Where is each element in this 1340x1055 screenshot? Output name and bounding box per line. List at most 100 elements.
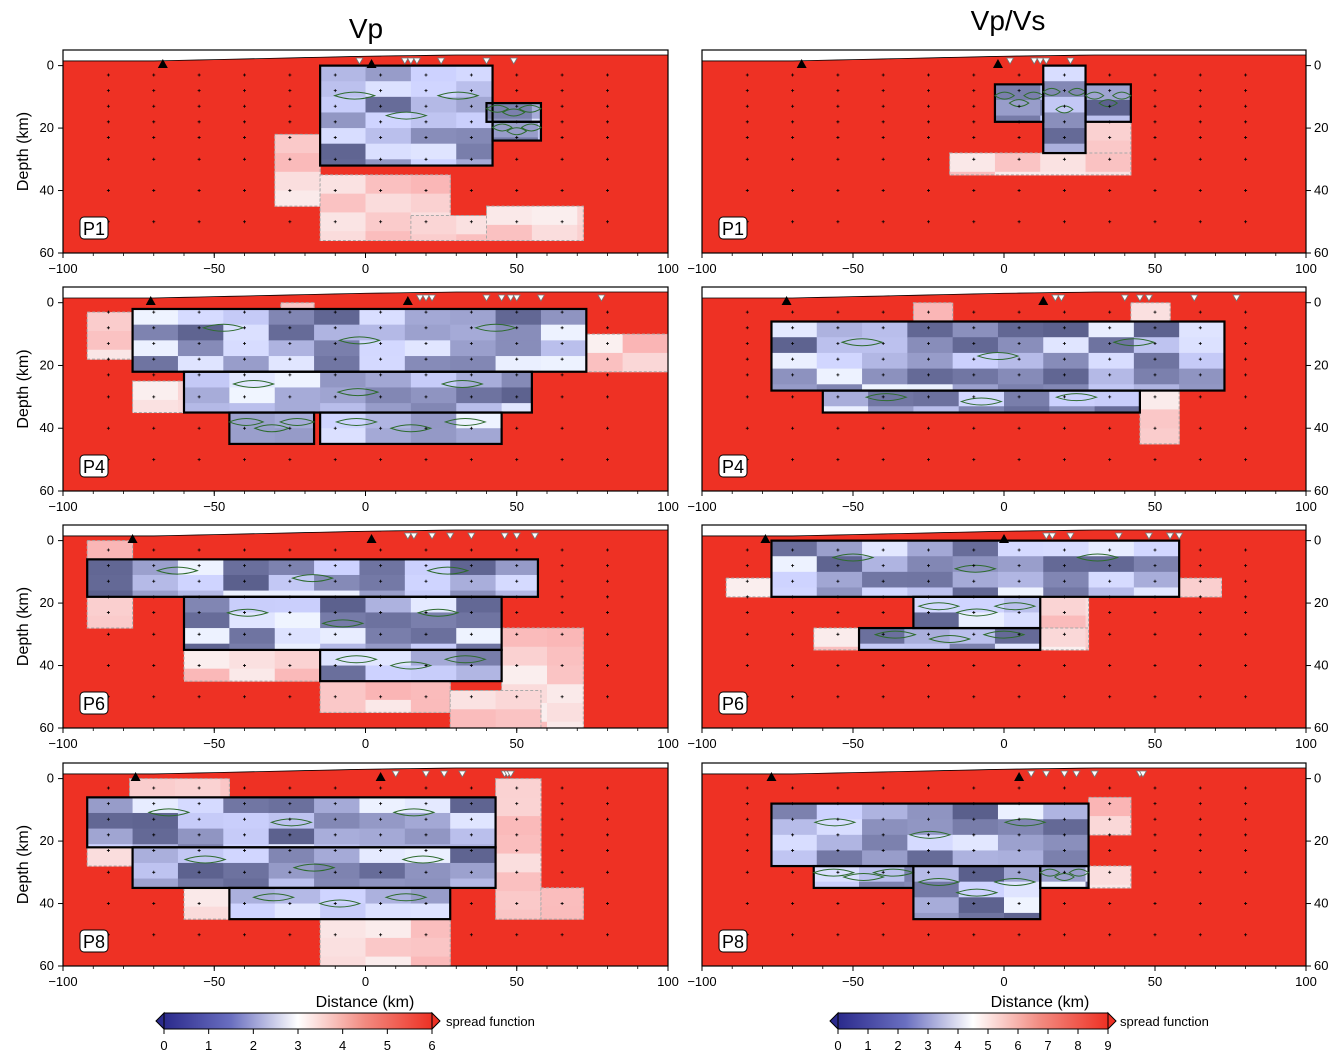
colorbar-vpvs-label: spread function [1120,1014,1209,1029]
panel-p8-vp-resolved-cell [314,862,360,880]
panel-p1-vpvs-node [972,220,976,224]
panel-p8-vp-xtick-label: 100 [657,974,679,989]
panel-p6-vp-node [560,610,564,614]
panel-p4-vpvs-node [791,458,795,462]
panel-p6-vp-resolved-cell [184,596,230,613]
panel-p4-vpvs-node [881,341,885,345]
panel-p6-vp-smeared-cell [547,703,584,723]
panel-p6-vpvs-resolved-cell [1088,587,1135,598]
panel-p4-vpvs-node [836,341,840,345]
panel-p8-vp-smeared-cell [495,797,542,817]
panel-p4-vpvs-xtick-label: 100 [1295,499,1317,514]
panel-p4-vp-contour [278,417,316,426]
panel-p8-vpvs-resolved-cell [997,819,1044,836]
panel-p8-vpvs-station-marker [1026,770,1036,778]
panel-p6-vp-resolved-cell [184,612,230,629]
panel-p6-vp-node [333,664,337,668]
panel-p6-vpvs-xtick-label: −50 [842,736,864,751]
panel-p6-vp-node [379,595,383,599]
panel-p1-vp-resolved-cell [365,159,412,167]
panel-p4-vp-ytick-label: 20 [40,357,54,372]
panel-p4-vpvs-resolved-cell [862,384,908,392]
panel-p6-vpvs-node [1198,632,1202,636]
panel-p6-vp-node [152,579,156,583]
panel-p6-vp-node [243,548,246,552]
panel-p6-vp-resolved-cell [410,596,457,613]
panel-p4-vpvs-xtick-label: −100 [687,499,716,514]
panel-p4-vpvs-resolved-cell [816,321,863,338]
panel-p6-vpvs-resolved-cell [913,612,960,629]
panel-p1-vpvs-node [1153,220,1157,224]
panel-p1-vpvs-node [1062,73,1066,77]
panel-p8-vp-node [333,848,337,852]
panel-p1-vp-resolved-cell [531,118,542,123]
panel-p4-vpvs-ytick-label: 0 [1314,295,1321,310]
colorbar-vpvs-bar [837,1012,1109,1030]
panel-p1-vp-resolved-cell [320,159,366,167]
panel-p6-vpvs-resolved-boundary [857,626,1042,652]
panel-p8-vp-resolved-cell [177,812,224,830]
panel-p8-vp-resolved-cell [450,878,497,889]
panel-p6-vpvs-node [1062,579,1066,583]
panel-p1-vpvs-node [881,157,885,161]
panel-p8-vp-node [606,802,609,806]
panel-p1-vp-resolved-boundary [319,64,494,167]
panel-p4-vpvs-node [972,341,976,345]
panel-p4-vpvs-resolved-cell [1133,321,1180,338]
panel-p6-vpvs-node [1108,610,1112,614]
panel-p6-vpvs-resolved-cell [994,643,1041,651]
panel-p8-vpvs-node [1153,802,1157,806]
panel-p6-vpvs-resolved-cell [913,596,960,613]
panel-p6-vp-smeared-cell [184,649,230,670]
panel-p1-vpvs-node [1153,157,1157,161]
panel-p4-vp-resolved-cell [365,428,412,445]
panel-p8-vpvs-node [745,833,749,837]
panel-p4-vpvs-resolved-cell [868,390,914,407]
panel-p6-vp-node [606,664,609,668]
panel-p1-vp-node [152,73,156,77]
panel-p4-vpvs-resolved-cell [913,406,960,414]
panel-p1-vp-node [606,157,609,161]
panel-p4-vp-node [333,310,337,314]
panel-p4-vpvs-resolved-cell [1179,337,1225,354]
panel-p4-vpvs-node [927,310,930,314]
panel-p1-vp-node [288,157,292,161]
panel-p4-vp-resolved-cell [132,308,179,326]
panel-p4-vp-node [379,326,383,330]
panel-p8-vp-smeared-cell [184,887,230,908]
panel-p8-vpvs-node [1198,786,1202,790]
panel-p4-vpvs-station-marker [1057,294,1066,302]
panel-p4-vp-node [469,326,473,330]
panel-p4-vp-xtick-label: −50 [203,499,225,514]
panel-p8-vp-node [333,833,337,837]
panel-p4-vp-node [424,357,428,361]
panel-p6-vp-station-marker [530,532,540,540]
panel-p4-vp-node [288,458,292,462]
panel-p6-vpvs-node [1062,632,1066,636]
panel-p4-vp-node [379,395,383,399]
panel-p1-vp-node [379,157,383,161]
panel-p8-vpvs-resolved-cell [913,866,960,883]
panel-p4-vp-resolved-cell [274,371,321,388]
panel-p4-vpvs-node [791,326,795,330]
panel-p8-vpvs-resolved-cell [958,912,1005,920]
panel-p8-vp-resolved-cell [404,797,451,814]
panel-p8-vp-node [469,833,473,837]
panel-p1-vpvs-node [881,73,885,77]
panel-p8-vp-resolved-cell [87,828,134,845]
panel-p8-vp-resolved-cell [223,878,270,889]
panel-p8-vp-contour [269,818,313,827]
panel-p6-vp-node [606,595,609,599]
panel-p1-vpvs-node [836,220,840,224]
panel-p6-vp-smeared-cell [547,665,584,685]
panel-p6-vp-resolved-cell [223,574,270,592]
panel-p4-vpvs-resolved-cell [1133,384,1180,392]
panel-p8-vpvs-resolved-cell [913,897,960,914]
panel-p1-vpvs-node [791,220,795,224]
panel-p4-vpvs-smeared-cell [1139,409,1180,429]
panel-p6-vpvs-resolved-cell [904,628,951,645]
panel-p1-vpvs-node [881,135,885,139]
panel-p1-vp-smeared-cell [365,212,412,232]
panel-p1-vp-smeared-cell [365,174,412,195]
